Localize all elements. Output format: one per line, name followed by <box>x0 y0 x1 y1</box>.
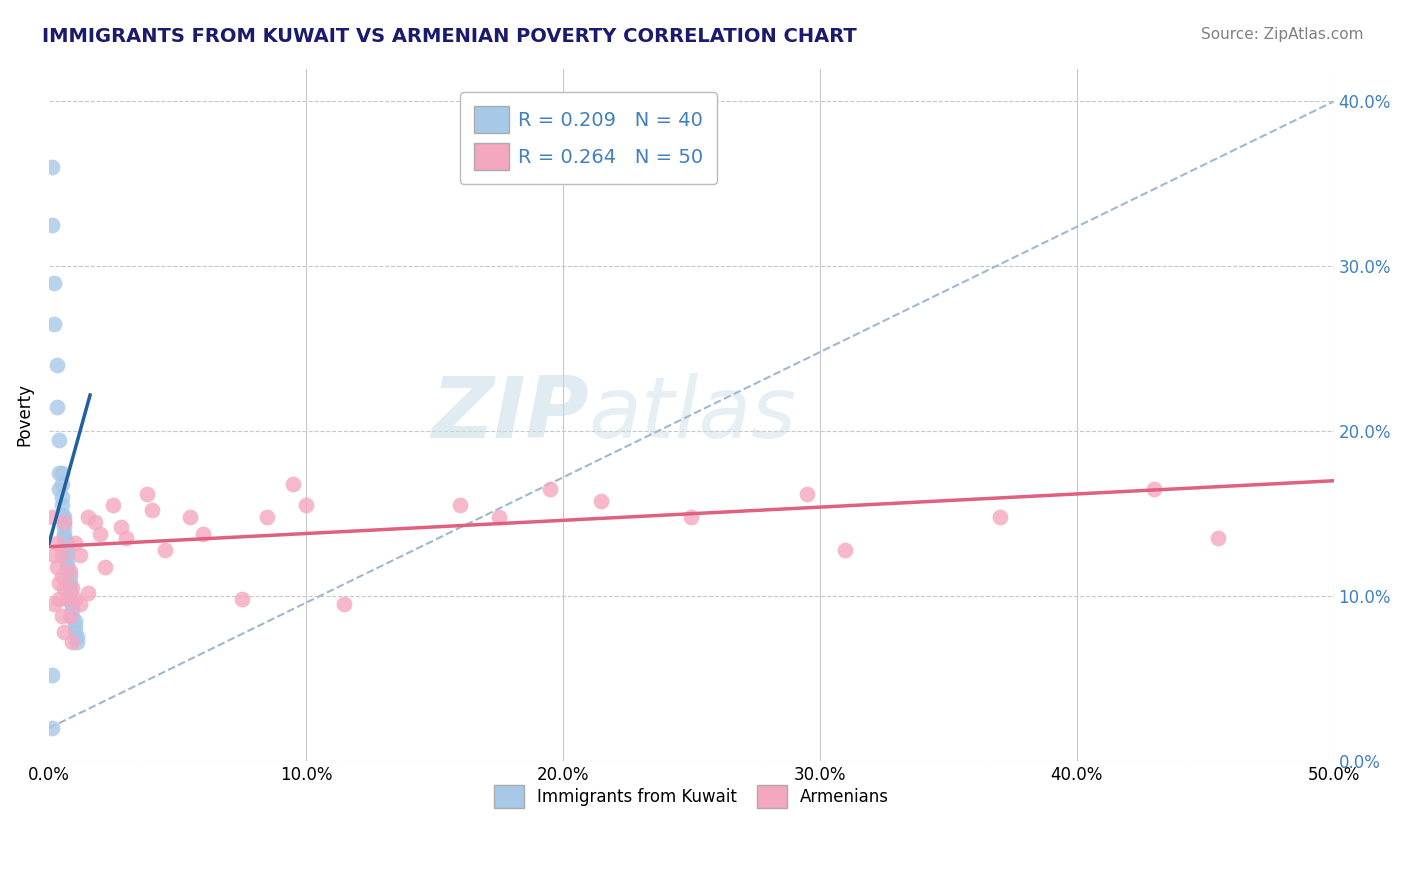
Point <box>1206 532 1229 546</box>
Point <box>51 569 73 583</box>
Point <box>63 614 86 628</box>
Point <box>56 556 79 570</box>
Point <box>796 487 818 501</box>
Point <box>48 482 70 496</box>
Point <box>51 548 73 562</box>
Point <box>56 543 79 558</box>
Point <box>69 598 91 612</box>
Point <box>66 635 89 649</box>
Legend: Immigrants from Kuwait, Armenians: Immigrants from Kuwait, Armenians <box>486 778 896 815</box>
Point <box>281 477 304 491</box>
Point <box>51 507 73 521</box>
Point <box>51 490 73 504</box>
Point <box>45 359 67 373</box>
Point <box>488 510 510 524</box>
Point <box>58 565 80 579</box>
Point <box>333 598 356 612</box>
Point <box>103 499 125 513</box>
Point <box>89 526 111 541</box>
Point <box>60 598 83 612</box>
Point <box>110 520 132 534</box>
Point <box>53 520 76 534</box>
Point <box>58 592 80 607</box>
Point <box>41 161 63 175</box>
Point <box>60 635 83 649</box>
Point <box>41 218 63 232</box>
Point <box>66 631 89 645</box>
Point <box>42 598 65 612</box>
Point <box>191 526 214 541</box>
Point <box>69 548 91 562</box>
Point <box>53 526 76 541</box>
Point <box>988 510 1011 524</box>
Point <box>63 536 86 550</box>
Point <box>53 581 76 595</box>
Point <box>53 515 76 529</box>
Point <box>53 625 76 640</box>
Point <box>256 510 278 524</box>
Point <box>45 400 67 414</box>
Point <box>56 592 79 607</box>
Point <box>179 510 201 524</box>
Point <box>42 276 65 290</box>
Point <box>41 721 63 735</box>
Point <box>45 559 67 574</box>
Point <box>834 543 856 558</box>
Point <box>51 499 73 513</box>
Point <box>76 510 98 524</box>
Point <box>63 592 86 607</box>
Text: atlas: atlas <box>589 373 797 457</box>
Point <box>53 532 76 546</box>
Point <box>56 548 79 562</box>
Point <box>60 602 83 616</box>
Point <box>51 466 73 480</box>
Point <box>53 515 76 529</box>
Point <box>48 466 70 480</box>
Point <box>76 586 98 600</box>
Point <box>60 609 83 624</box>
Point <box>60 581 83 595</box>
Y-axis label: Poverty: Poverty <box>15 384 32 446</box>
Point <box>63 625 86 640</box>
Point <box>1143 482 1166 496</box>
Point <box>56 536 79 550</box>
Point <box>58 609 80 624</box>
Text: ZIP: ZIP <box>430 373 589 457</box>
Point <box>48 576 70 591</box>
Point <box>58 581 80 595</box>
Point <box>141 503 163 517</box>
Point <box>58 569 80 583</box>
Point <box>58 586 80 600</box>
Point <box>681 510 703 524</box>
Point <box>231 592 253 607</box>
Point <box>135 487 157 501</box>
Point <box>48 592 70 607</box>
Point <box>41 668 63 682</box>
Point <box>48 433 70 447</box>
Point <box>42 548 65 562</box>
Point <box>56 559 79 574</box>
Point <box>591 493 613 508</box>
Point <box>53 510 76 524</box>
Point <box>51 609 73 624</box>
Point <box>41 510 63 524</box>
Point <box>538 482 561 496</box>
Point <box>51 477 73 491</box>
Point <box>63 619 86 633</box>
Point <box>58 576 80 591</box>
Point <box>115 532 138 546</box>
Point <box>94 559 117 574</box>
Point <box>56 565 79 579</box>
Point <box>84 515 107 529</box>
Point <box>42 317 65 331</box>
Point <box>153 543 176 558</box>
Point <box>295 499 318 513</box>
Point <box>449 499 471 513</box>
Text: IMMIGRANTS FROM KUWAIT VS ARMENIAN POVERTY CORRELATION CHART: IMMIGRANTS FROM KUWAIT VS ARMENIAN POVER… <box>42 27 856 45</box>
Text: Source: ZipAtlas.com: Source: ZipAtlas.com <box>1201 27 1364 42</box>
Point <box>45 536 67 550</box>
